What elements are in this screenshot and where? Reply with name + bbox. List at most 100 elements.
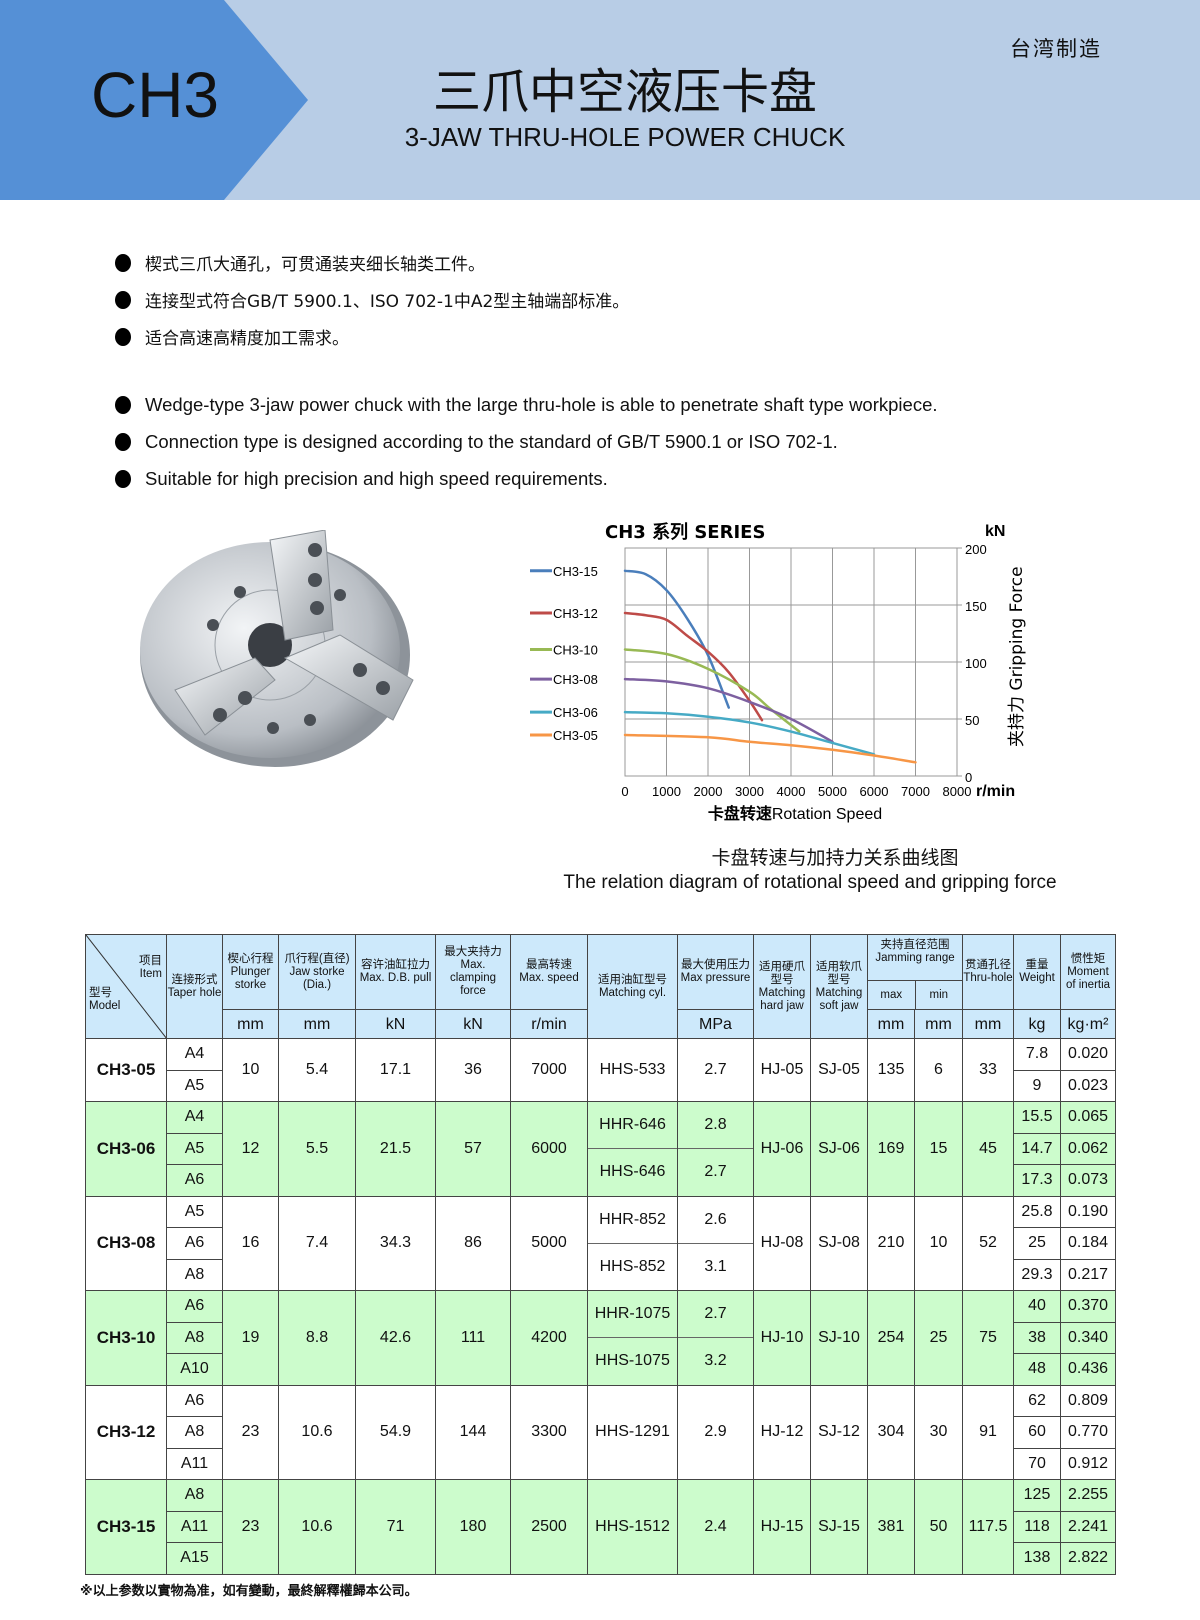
x-tick-label: 8000 bbox=[943, 784, 972, 799]
series-line-ch3-06 bbox=[623, 710, 876, 756]
taper-cell: A11 bbox=[166, 1447, 223, 1480]
footnote: ※以上参数以實物為准，如有變動，最終解釋權歸本公司。 bbox=[80, 1584, 418, 1599]
feature-text: 楔式三爪大通孔，可贯通装夹细长轴类工件。 bbox=[145, 255, 485, 275]
table-row: A5 14.7 0.062 bbox=[86, 1132, 1116, 1165]
pull-cell: 17.1 bbox=[355, 1038, 436, 1102]
table-row: CH3-15 A8 23 10.6 71 180 2500 HHS-1512 2.4 HJ-15 S… bbox=[85, 1479, 1116, 1575]
speed-cell: 7000 bbox=[510, 1038, 588, 1102]
feature-text: Suitable for high precision and high spe… bbox=[145, 468, 608, 489]
taper-cell: A8 bbox=[166, 1479, 223, 1512]
plunger-cell: 10 bbox=[222, 1038, 279, 1102]
header-cell: 重量 Weight bbox=[1013, 934, 1061, 1010]
unit-cell: mm bbox=[278, 1009, 356, 1039]
jaw-stroke-cell: 10.6 bbox=[278, 1384, 356, 1480]
y-tick-label: 100 bbox=[965, 656, 987, 671]
hard-jaw-cell: HJ-08 bbox=[753, 1195, 811, 1291]
weight-cell: 62 bbox=[1013, 1384, 1061, 1417]
header-cell: 楔心行程 Plunger storke bbox=[222, 934, 279, 1010]
thru-hole-cell: 117.5 bbox=[962, 1479, 1014, 1575]
table-row: CH3-12 A6 23 10.6 54.9 144 3300 HHS-1291 2.9 HJ-1… bbox=[85, 1384, 1116, 1480]
pull-cell: 71 bbox=[355, 1479, 436, 1575]
taper-cell: A6 bbox=[166, 1227, 223, 1260]
x-tick-label: 5000 bbox=[818, 784, 847, 799]
header-cell: 贯通孔径 Thru-hole bbox=[962, 934, 1014, 1010]
model-cell: CH3-08 bbox=[85, 1195, 167, 1291]
taper-cell: A5 bbox=[166, 1132, 223, 1165]
unit-cell: mm bbox=[914, 1009, 963, 1039]
series-line-ch3-12 bbox=[623, 611, 764, 722]
min-range-cell: 50 bbox=[914, 1479, 963, 1575]
inertia-cell: 0.184 bbox=[1060, 1227, 1116, 1260]
series-line-ch3-15 bbox=[623, 569, 730, 709]
pressure-cell: 2.8 2.7 bbox=[677, 1101, 754, 1197]
soft-jaw-cell: SJ-12 bbox=[810, 1384, 868, 1480]
weight-cell: 60 bbox=[1013, 1416, 1061, 1449]
bullet-icon bbox=[115, 433, 131, 451]
soft-jaw-cell: SJ-15 bbox=[810, 1479, 868, 1575]
feature-cn: 连接型式符合GB/T 5900.1、ISO 702-1中A2型主轴端部标准。 bbox=[115, 287, 629, 312]
feature-text: 连接型式符合GB/T 5900.1、ISO 702-1中A2型主轴端部标准。 bbox=[145, 292, 630, 312]
taper-cell: A11 bbox=[166, 1510, 223, 1543]
chart-title: CH3 系列 SERIES bbox=[605, 522, 765, 543]
inertia-cell: 0.073 bbox=[1060, 1164, 1116, 1197]
weight-cell: 38 bbox=[1013, 1321, 1061, 1354]
model-code: CH3 bbox=[90, 59, 220, 131]
cylinder-cell: HHS-1291 bbox=[587, 1384, 678, 1480]
min-range-cell: 25 bbox=[914, 1290, 963, 1386]
weight-cell: 17.3 bbox=[1013, 1164, 1061, 1197]
jaw-stroke-cell: 8.8 bbox=[278, 1290, 356, 1386]
y-tick-label: 50 bbox=[965, 713, 979, 728]
x-tick-label: 6000 bbox=[860, 784, 889, 799]
thru-hole-cell: 33 bbox=[962, 1038, 1014, 1102]
soft-jaw-cell: SJ-08 bbox=[810, 1195, 868, 1291]
page-title-cn: 三爪中空液压卡盘 bbox=[432, 64, 817, 120]
inertia-cell: 0.023 bbox=[1060, 1069, 1116, 1102]
model-cell: CH3-05 bbox=[85, 1038, 167, 1102]
thru-hole-cell: 75 bbox=[962, 1290, 1014, 1386]
y-unit: kN bbox=[985, 523, 1005, 540]
header-cell: 最大夹持力 Max. clamping force bbox=[435, 934, 511, 1010]
chuck-product-image bbox=[140, 530, 414, 767]
weight-cell: 7.8 bbox=[1013, 1038, 1061, 1071]
cylinder-cell: HHS-1512 bbox=[587, 1479, 678, 1575]
cylinder-cell: HHR-1075 HHS-1075 bbox=[587, 1290, 678, 1386]
feature-text: Connection type is designed according to… bbox=[145, 431, 838, 452]
x-tick-label: 3000 bbox=[735, 784, 764, 799]
bullet-icon bbox=[115, 327, 131, 346]
header-cell: 惯性矩 Moment of inertia bbox=[1060, 934, 1116, 1010]
weight-cell: 29.3 bbox=[1013, 1258, 1061, 1291]
weight-cell: 9 bbox=[1013, 1069, 1061, 1102]
inertia-cell: 0.190 bbox=[1060, 1195, 1116, 1228]
legend-label: CH3-06 bbox=[553, 705, 598, 720]
legend-label: CH3-15 bbox=[553, 564, 598, 579]
inertia-cell: 2.255 bbox=[1060, 1479, 1116, 1512]
x-tick-label: 2000 bbox=[694, 784, 723, 799]
legend-label: CH3-10 bbox=[553, 642, 598, 657]
legend-label: CH3-12 bbox=[553, 606, 598, 621]
clamp-force-cell: 57 bbox=[435, 1101, 511, 1197]
pull-cell: 34.3 bbox=[355, 1195, 436, 1291]
table-row: CH3-06 A4 12 5.5 21.5 57 6000 HHR-646 HHS-646 2.8… bbox=[85, 1101, 1116, 1197]
model-cell: CH3-10 bbox=[85, 1290, 167, 1386]
x-tick-label: 4000 bbox=[777, 784, 806, 799]
header-cell: 适用油缸型号 Matching cyl. bbox=[587, 934, 678, 1039]
pull-cell: 21.5 bbox=[355, 1101, 436, 1197]
taper-cell: A5 bbox=[166, 1069, 223, 1102]
max-range-cell: 381 bbox=[867, 1479, 915, 1575]
jaw-stroke-cell: 7.4 bbox=[278, 1195, 356, 1291]
inertia-cell: 0.370 bbox=[1060, 1290, 1116, 1323]
taper-cell: A6 bbox=[166, 1290, 223, 1323]
header-cell: 爪行程(直径) Jaw storke (Dia.) bbox=[278, 934, 356, 1010]
table-row: A5 9 0.023 bbox=[86, 1069, 1116, 1102]
table-row: CH3-10 A6 19 8.8 42.6 111 4200 HHR-1075 HHS-1075… bbox=[85, 1290, 1116, 1386]
weight-cell: 48 bbox=[1013, 1353, 1061, 1386]
cylinder-cell: HHS-533 bbox=[587, 1038, 678, 1102]
hard-jaw-cell: HJ-12 bbox=[753, 1384, 811, 1480]
pressure-cell: 2.6 3.1 bbox=[677, 1195, 754, 1291]
taper-cell: A4 bbox=[166, 1038, 223, 1071]
clamp-force-cell: 36 bbox=[435, 1038, 511, 1102]
plunger-cell: 23 bbox=[222, 1384, 279, 1480]
soft-jaw-cell: SJ-05 bbox=[810, 1038, 868, 1102]
plunger-cell: 19 bbox=[222, 1290, 279, 1386]
bullet-icon bbox=[115, 290, 131, 309]
